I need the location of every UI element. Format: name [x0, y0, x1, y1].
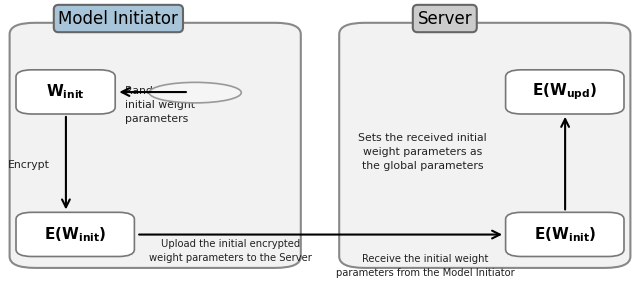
Text: Upload the initial encrypted
weight parameters to the Server: Upload the initial encrypted weight para…: [149, 239, 312, 263]
Text: Receive the initial weight
parameters from the Model Initiator: Receive the initial weight parameters fr…: [336, 255, 515, 278]
FancyBboxPatch shape: [16, 70, 115, 114]
FancyBboxPatch shape: [506, 70, 624, 114]
Text: $\mathbf{E(W}_{\mathbf{init}}\mathbf{)}$: $\mathbf{E(W}_{\mathbf{init}}\mathbf{)}$: [534, 225, 596, 244]
Text: Sets the received initial
weight parameters as
the global parameters: Sets the received initial weight paramet…: [358, 133, 486, 172]
FancyBboxPatch shape: [10, 23, 301, 268]
Text: Randomly set
initial weight
parameters: Randomly set initial weight parameters: [125, 86, 200, 125]
Text: $\mathbf{E(W}_{\mathbf{init}}\mathbf{)}$: $\mathbf{E(W}_{\mathbf{init}}\mathbf{)}$: [44, 225, 106, 244]
Text: $\mathbf{E(W}_{\mathbf{upd}}\mathbf{)}$: $\mathbf{E(W}_{\mathbf{upd}}\mathbf{)}$: [532, 82, 598, 102]
Ellipse shape: [149, 82, 241, 103]
Text: Server: Server: [417, 9, 472, 28]
FancyBboxPatch shape: [16, 212, 134, 256]
Text: $\mathbf{W}_{\mathbf{init}}$: $\mathbf{W}_{\mathbf{init}}$: [46, 83, 85, 101]
Text: Model Initiator: Model Initiator: [58, 9, 179, 28]
Text: Encrypt: Encrypt: [8, 160, 50, 170]
FancyBboxPatch shape: [506, 212, 624, 256]
FancyBboxPatch shape: [339, 23, 630, 268]
